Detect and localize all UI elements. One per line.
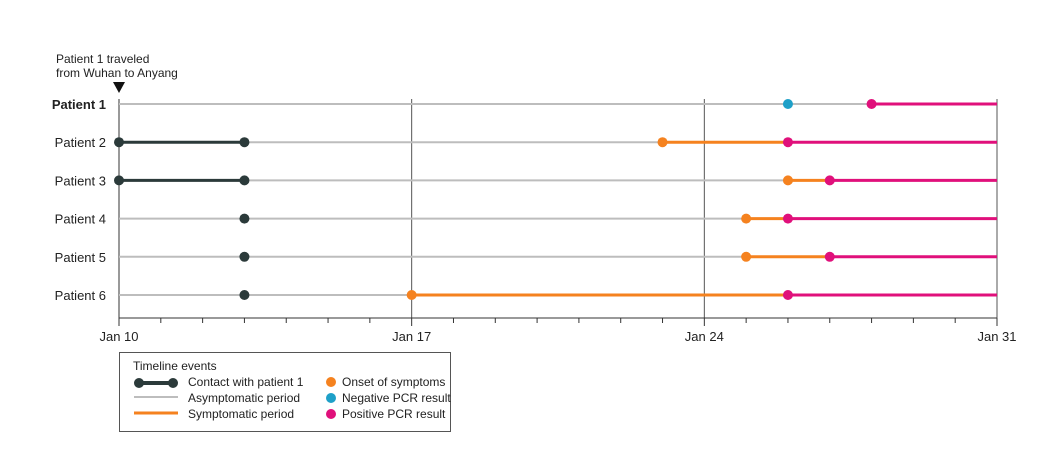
legend-asymptomatic-label: Asymptomatic period — [188, 391, 301, 405]
contact-end-point — [239, 175, 250, 186]
x-tick-label: Jan 24 — [685, 329, 724, 344]
positive-pcr-point — [866, 99, 877, 109]
legend-onset-label: Onset of symptoms — [342, 375, 446, 389]
positive-pcr-point — [782, 213, 793, 224]
legend-negative-label: Negative PCR result — [342, 391, 451, 405]
negative-pcr-point — [782, 99, 793, 109]
row-label-patient-6: Patient 6 — [55, 288, 106, 303]
annotation-line-1: Patient 1 traveled — [56, 52, 149, 66]
x-tick-label: Jan 17 — [392, 329, 431, 344]
row-label-patient-5: Patient 5 — [55, 250, 106, 265]
onset-point — [741, 213, 752, 224]
legend: Timeline events Contact with patient 1 A… — [119, 352, 451, 432]
annotation-arrow — [113, 82, 125, 93]
x-tick-label: Jan 31 — [977, 329, 1016, 344]
contact-start-point — [114, 175, 124, 186]
legend-contact-swatch — [134, 378, 178, 388]
annotation-line-2: from Wuhan to Anyang — [56, 66, 178, 80]
row-label-patient-1: Patient 1 — [52, 97, 106, 112]
legend-symptomatic-label: Symptomatic period — [188, 407, 295, 421]
legend-positive-label: Positive PCR result — [342, 407, 446, 421]
contact-end-point — [239, 213, 250, 224]
contact-start-point — [114, 137, 124, 148]
onset-point — [782, 175, 793, 186]
positive-pcr-point — [782, 137, 793, 148]
x-tick-label: Jan 10 — [99, 329, 138, 344]
contact-end-point — [239, 290, 250, 300]
legend-symptomatic-swatch — [134, 411, 178, 415]
contact-end-point — [239, 137, 250, 148]
positive-pcr-point — [824, 251, 835, 262]
legend-asymptomatic-swatch — [134, 396, 178, 398]
onset-point — [657, 137, 668, 148]
positive-pcr-point — [824, 175, 835, 186]
legend-onset-swatch — [326, 377, 336, 387]
onset-point — [741, 251, 752, 262]
legend-title: Timeline events — [133, 359, 217, 373]
row-label-patient-3: Patient 3 — [55, 173, 106, 188]
positive-pcr-point — [782, 290, 793, 300]
contact-end-point — [239, 251, 250, 262]
row-label-patient-2: Patient 2 — [55, 135, 106, 150]
legend-positive-swatch — [326, 409, 336, 419]
row-label-patient-4: Patient 4 — [55, 212, 106, 227]
onset-point — [406, 290, 417, 300]
legend-negative-swatch — [326, 393, 336, 403]
legend-contact-label: Contact with patient 1 — [188, 375, 304, 389]
